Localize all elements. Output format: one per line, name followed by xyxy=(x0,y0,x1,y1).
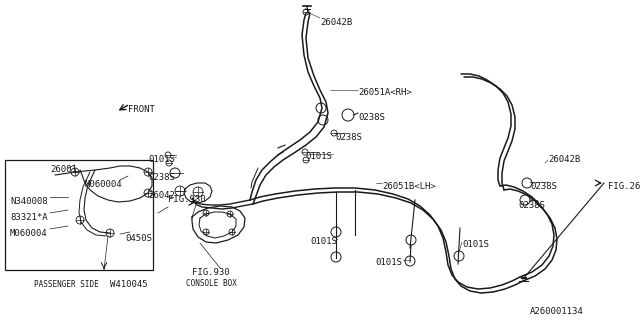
Text: FRONT: FRONT xyxy=(128,105,155,114)
Text: FIG.930: FIG.930 xyxy=(192,268,230,277)
Text: 26042B: 26042B xyxy=(548,155,580,164)
Text: PASSENGER SIDE: PASSENGER SIDE xyxy=(34,280,99,289)
Text: 0238S: 0238S xyxy=(518,201,545,210)
Text: 26051A<RH>: 26051A<RH> xyxy=(358,88,412,97)
Text: 26042B: 26042B xyxy=(320,18,352,27)
Text: 26051B<LH>: 26051B<LH> xyxy=(382,182,436,191)
Text: 0101S: 0101S xyxy=(305,152,332,161)
Text: 0101S: 0101S xyxy=(148,155,175,164)
Text: 0101S: 0101S xyxy=(462,240,489,249)
Text: M060004: M060004 xyxy=(10,229,47,238)
Text: 26042: 26042 xyxy=(148,191,175,200)
Text: M060004: M060004 xyxy=(85,180,123,189)
Bar xyxy=(5,160,153,270)
Text: 0238S: 0238S xyxy=(530,182,557,191)
Text: 83321*A: 83321*A xyxy=(10,213,47,222)
Text: FIG.930: FIG.930 xyxy=(168,195,205,204)
Text: 0101S: 0101S xyxy=(375,258,402,267)
Text: FIG.263: FIG.263 xyxy=(608,182,640,191)
Text: 0101S: 0101S xyxy=(310,237,337,246)
Text: CONSOLE BOX: CONSOLE BOX xyxy=(186,279,237,288)
Text: 0238S: 0238S xyxy=(148,173,175,182)
Text: 0238S: 0238S xyxy=(335,133,362,142)
Text: 26001: 26001 xyxy=(50,165,77,174)
Text: 0450S: 0450S xyxy=(125,234,152,243)
Text: W410045: W410045 xyxy=(110,280,148,289)
Text: 0238S: 0238S xyxy=(358,113,385,122)
Text: N340008: N340008 xyxy=(10,197,47,206)
Text: A260001134: A260001134 xyxy=(530,307,584,316)
